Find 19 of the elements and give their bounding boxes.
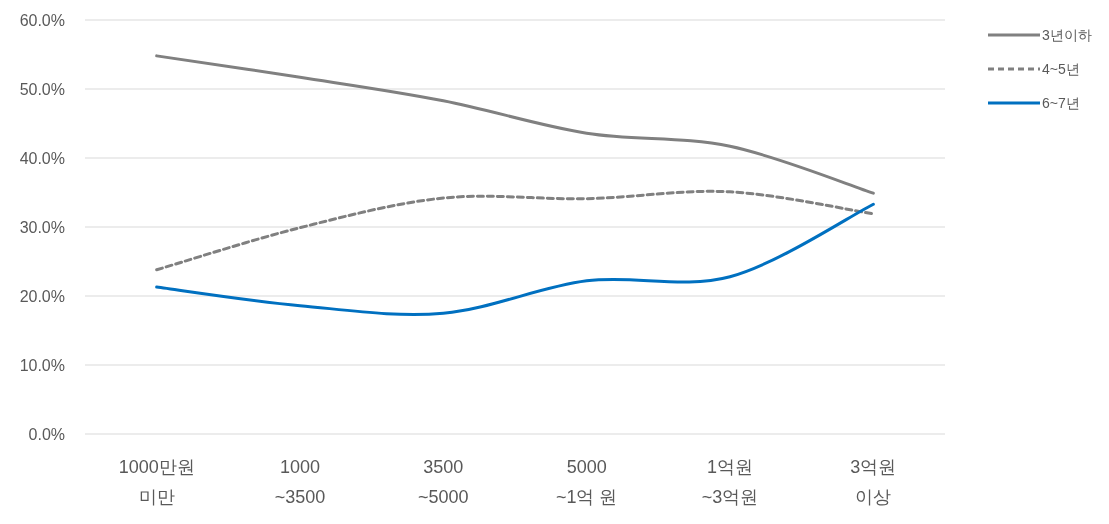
y-tick-label: 30.0%	[19, 219, 65, 236]
x-tick-label: 3500 ~5000	[418, 457, 469, 507]
y-tick-label: 50.0%	[19, 81, 65, 98]
y-tick-label: 10.0%	[19, 357, 65, 374]
x-tick-label: 1000만원 미만	[118, 457, 195, 507]
y-tick-label: 20.0%	[19, 288, 65, 305]
line-series	[155, 202, 875, 316]
y-tick-label: 0.0%	[28, 426, 65, 443]
legend-label: 4~5년	[1042, 61, 1080, 77]
x-tick-label: 1억원 ~3억원	[701, 457, 759, 507]
legend-label: 3년이하	[1042, 27, 1092, 43]
y-tick-label: 60.0%	[19, 12, 65, 29]
x-tick-label: 3억원 이상	[850, 457, 897, 507]
x-tick-label: 5000 ~1억 원	[555, 457, 618, 507]
legend-label: 6~7년	[1042, 95, 1080, 111]
y-tick-label: 40.0%	[19, 150, 65, 167]
line-series	[155, 189, 875, 272]
x-tick-label: 1000 ~3500	[274, 457, 326, 507]
line-series	[155, 54, 875, 195]
